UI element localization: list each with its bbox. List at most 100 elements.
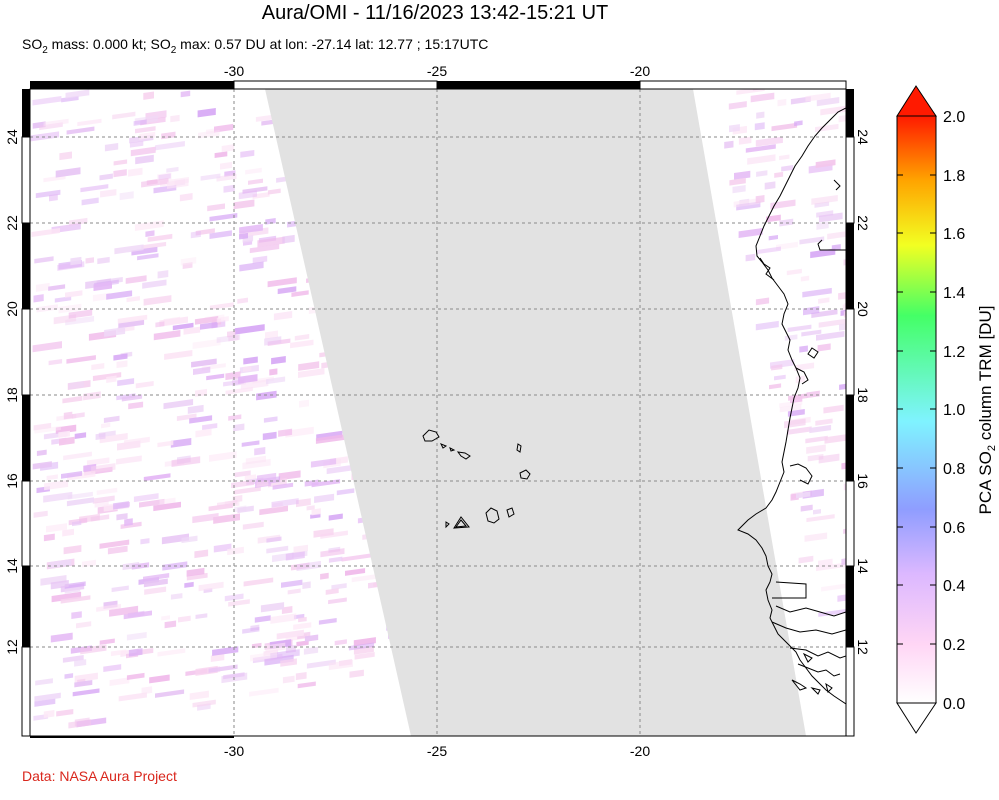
so2-pixel — [331, 583, 347, 590]
so2-pixel — [810, 248, 836, 259]
so2-pixel — [298, 361, 320, 371]
so2-pixel — [72, 520, 82, 527]
so2-pixel — [50, 580, 69, 590]
so2-pixel — [36, 304, 58, 313]
so2-pixel — [234, 486, 261, 495]
so2-pixel — [118, 692, 147, 702]
so2-pixel — [96, 603, 121, 612]
so2-pixel — [69, 217, 88, 226]
lat-label: 16 — [4, 473, 20, 489]
so2-pixel — [65, 315, 95, 326]
so2-pixel — [93, 281, 112, 292]
so2-pixel — [787, 324, 812, 333]
so2-pixel — [798, 555, 814, 564]
so2-pixel — [306, 505, 315, 511]
so2-pixel — [291, 562, 310, 571]
so2-pixel — [755, 136, 783, 147]
so2-summary: SO2 mass: 0.000 kt; SO2 max: 0.57 DU at … — [22, 36, 489, 56]
so2-pixel — [51, 591, 82, 603]
so2-pixel — [755, 320, 779, 331]
so2-pixel — [250, 624, 260, 632]
so2-pixel — [844, 0, 874, 4]
so2-pixel — [126, 296, 140, 303]
so2-pixel — [256, 472, 277, 482]
so2-pixel — [126, 631, 147, 641]
so2-pixel — [745, 144, 776, 153]
so2-pixel — [159, 316, 188, 327]
so2-pixel — [220, 161, 233, 170]
lon-label: -25 — [427, 743, 447, 759]
so2-pixel — [161, 615, 170, 621]
so2-pixel — [249, 244, 280, 254]
so2-pixel — [139, 131, 156, 140]
so2-pixel — [271, 498, 299, 508]
so2-pixel — [788, 393, 808, 401]
so2-pixel — [801, 329, 822, 337]
so2-pixel — [276, 629, 304, 640]
so2-pixel — [143, 573, 170, 582]
lon-labels-bottom: -30 -25 -20 — [224, 743, 650, 759]
so2-pixel — [248, 178, 263, 185]
so2-pixel — [149, 674, 170, 684]
so2-pixel — [61, 471, 83, 479]
so2-pixel — [282, 675, 295, 684]
so2-pixel — [194, 316, 219, 325]
so2-pixel — [293, 622, 312, 630]
so2-pixel — [265, 642, 286, 653]
so2-pixel — [58, 303, 82, 314]
so2-pixel — [756, 246, 781, 255]
so2-pixel — [267, 188, 281, 195]
so2-pixel — [769, 383, 782, 390]
so2-pixel — [724, 140, 734, 149]
so2-pixel — [104, 327, 126, 337]
so2-pixel — [181, 535, 198, 544]
so2-pixel — [58, 430, 70, 439]
colorbar-min-arrow — [896, 702, 937, 734]
so2-pixel — [195, 613, 208, 620]
lat-label: 24 — [4, 129, 20, 145]
so2-pixel — [724, 17, 748, 26]
so2-pixel — [755, 195, 765, 204]
so2-pixel — [818, 558, 833, 568]
so2-pixel — [822, 20, 834, 28]
so2-pixel — [770, 2, 796, 11]
so2-pixel — [209, 302, 234, 310]
so2-pixel — [315, 434, 346, 444]
so2-pixel — [237, 505, 254, 514]
so2-pixel — [81, 559, 96, 568]
so2-pixel — [769, 31, 786, 37]
so2-pixel — [774, 374, 786, 381]
lat-label: 20 — [4, 301, 20, 317]
so2-pixel — [799, 236, 825, 245]
so2-pixel — [32, 121, 46, 129]
so2-pixel — [133, 119, 147, 126]
so2-pixel — [63, 411, 73, 420]
so2-pixel — [68, 719, 92, 729]
colorbar-tick-label: 0.8 — [943, 461, 965, 478]
so2-pixel — [186, 572, 208, 581]
so2-pixel — [320, 530, 348, 539]
so2-pixel — [92, 292, 110, 302]
so2-pixel — [838, 289, 846, 300]
so2-pixel — [106, 375, 117, 383]
so2-pixel — [114, 244, 144, 255]
so2-pixel — [147, 233, 173, 243]
so2-pixel — [334, 639, 347, 646]
so2-pixel — [302, 581, 311, 590]
so2-pixel — [228, 414, 242, 421]
so2-pixel — [328, 597, 347, 605]
so2-pixel — [754, 28, 784, 37]
so2-pixel — [272, 482, 294, 490]
so2-pixel — [112, 111, 136, 120]
so2-pixel — [239, 232, 248, 240]
so2-pixel — [816, 331, 845, 341]
so2-pixel — [243, 577, 274, 587]
so2-pixel — [60, 595, 91, 604]
so2-pixel — [34, 425, 61, 434]
so2-pixel — [827, 230, 846, 240]
so2-pixel — [285, 551, 305, 561]
so2-pixel — [128, 648, 143, 657]
so2-pixel — [81, 197, 99, 206]
so2-pixel — [178, 615, 191, 623]
so2-pixel — [180, 257, 197, 266]
